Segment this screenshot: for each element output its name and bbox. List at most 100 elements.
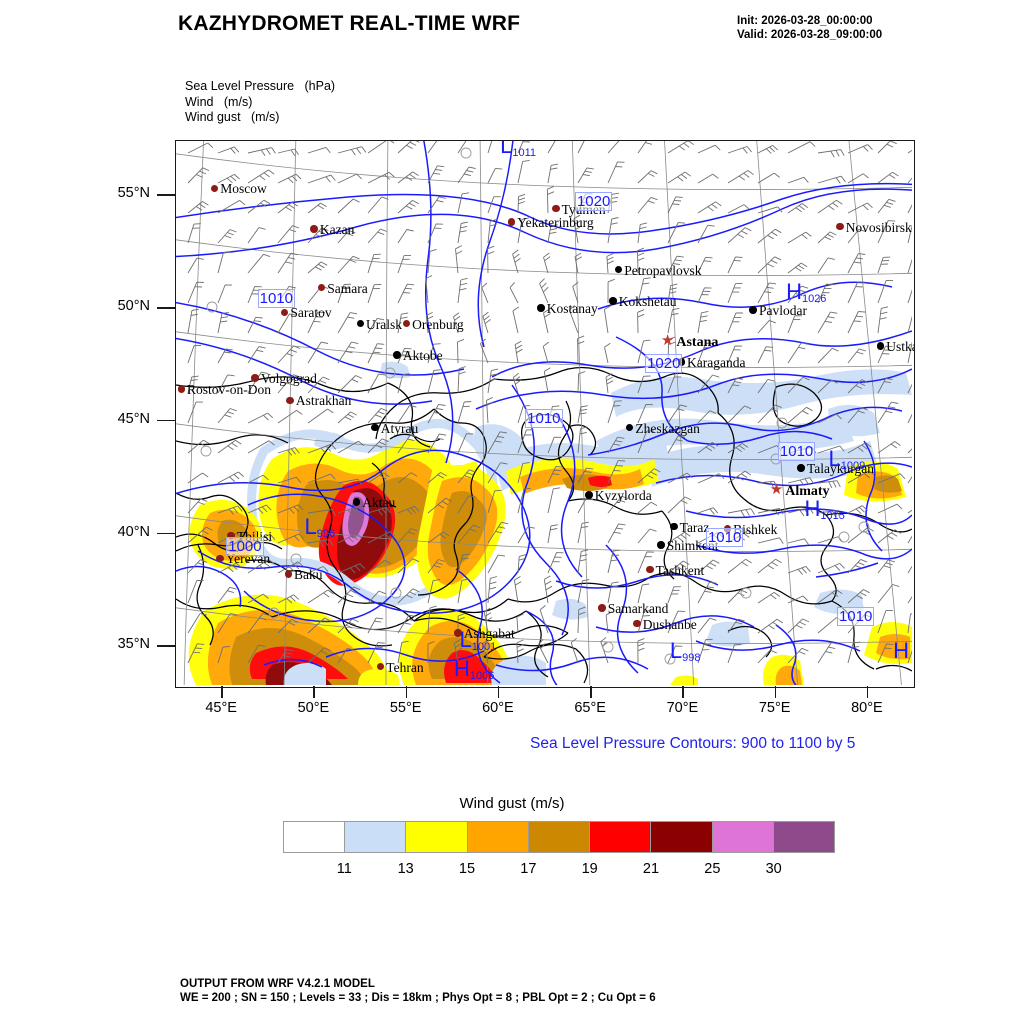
wind-barb xyxy=(517,462,530,484)
wind-barb xyxy=(487,554,506,574)
city-dot-marker xyxy=(537,304,545,312)
wind-barb xyxy=(367,343,385,364)
wind-barb xyxy=(277,648,294,664)
wind-barb xyxy=(787,507,814,517)
city-label-aktobe: Aktobe xyxy=(393,348,443,363)
wind-barb xyxy=(427,531,450,544)
wind-barb xyxy=(457,495,476,514)
wind-barb xyxy=(307,227,329,244)
wind-barb xyxy=(637,501,658,514)
wind-barb xyxy=(247,169,275,184)
wind-barb xyxy=(727,204,750,214)
city-dot-marker xyxy=(352,498,361,506)
colorbar-tick: 30 xyxy=(765,861,782,877)
wind-barb xyxy=(247,593,269,604)
wind-barb xyxy=(907,289,912,304)
wind-barb xyxy=(727,405,752,424)
wind-barb xyxy=(457,578,469,604)
contour-caption: Sea Level Pressure Contours: 900 to 1100… xyxy=(530,735,856,752)
wind-barb xyxy=(217,586,237,604)
wind-barb xyxy=(817,562,845,574)
wind-barb xyxy=(187,643,205,664)
wind-barb xyxy=(547,436,562,454)
wind-barb xyxy=(727,312,743,334)
wind-barb xyxy=(817,379,838,394)
wind-barb xyxy=(757,256,782,274)
city-name: Novosibirsk xyxy=(845,219,912,235)
city-label-tehran: Tehran xyxy=(376,660,424,675)
wind-barb xyxy=(277,148,299,156)
wind-barb xyxy=(637,339,651,364)
wind-barb xyxy=(487,141,493,154)
wind-barb xyxy=(637,247,645,274)
lon-tick-label: 60°E xyxy=(482,700,514,716)
wind-barb xyxy=(307,174,336,184)
wind-barb xyxy=(367,642,385,664)
lat-tick-mark xyxy=(157,194,175,196)
wind-barb xyxy=(427,472,447,484)
wind-barb xyxy=(727,345,743,364)
lon-tick-label: 55°E xyxy=(389,700,422,716)
city-label-kyzylorda: Kyzylorda xyxy=(585,488,652,503)
colorbar-tick: 19 xyxy=(581,861,598,877)
lon-tick-label: 65°E xyxy=(574,700,606,716)
wind-barb xyxy=(577,371,586,394)
colorbar-swatch-5 xyxy=(590,822,652,852)
wind-barb xyxy=(727,470,752,484)
city-dot-marker xyxy=(356,319,364,328)
wind-barb xyxy=(607,460,626,484)
wind-barb xyxy=(247,644,266,664)
wind-barb xyxy=(607,161,625,184)
wind-barb xyxy=(606,253,614,274)
wind-barb xyxy=(307,617,332,634)
wind-barb xyxy=(516,613,524,634)
wind-barb xyxy=(757,592,781,604)
wind-barb xyxy=(457,141,467,154)
wind-barb xyxy=(547,487,561,514)
wind-barb xyxy=(817,480,841,489)
wind-barb xyxy=(604,342,611,364)
wind-barb xyxy=(697,442,719,454)
wind-barb xyxy=(187,401,203,424)
wind-barb xyxy=(277,618,299,634)
city-dot-marker xyxy=(670,522,678,531)
isobar-value-label: 1000 xyxy=(226,537,264,557)
wind-barb xyxy=(877,503,903,514)
lon-tick-mark xyxy=(313,686,315,698)
wind-barb xyxy=(547,224,558,244)
lat-tick-mark xyxy=(157,306,175,309)
wind-barb xyxy=(337,648,354,664)
wind-barb xyxy=(367,373,386,394)
wind-barb xyxy=(697,617,717,634)
wind-barb xyxy=(877,220,896,244)
wind-barb xyxy=(217,311,229,334)
wind-barb xyxy=(457,221,468,244)
wind-barb xyxy=(907,149,912,154)
city-label-kazan: Kazan xyxy=(310,222,354,237)
city-name: Orenburg xyxy=(412,316,464,332)
wind-barb xyxy=(247,316,263,334)
lon-tick-label: 50°E xyxy=(297,700,330,716)
wind-barb xyxy=(817,231,837,244)
country-borders xyxy=(176,366,912,684)
wind-barb xyxy=(577,167,594,184)
city-label-kokshetau: Kokshetau xyxy=(609,294,677,309)
city-name: Petropavlovsk xyxy=(624,262,702,278)
wind-barb xyxy=(277,313,297,334)
city-dot-marker xyxy=(310,225,318,233)
wind-barb xyxy=(697,256,713,274)
weather-map[interactable]: MoscowKazanTyumenYekaterinburgNovosibirs… xyxy=(175,140,915,688)
city-label-karaganda: Karaganda xyxy=(677,355,745,370)
wind-barb xyxy=(817,199,843,214)
city-dot-marker xyxy=(371,423,379,432)
wind-barb xyxy=(697,287,712,304)
wind-barb xyxy=(817,283,834,304)
wind-barb xyxy=(637,528,657,544)
wind-barb xyxy=(397,405,417,424)
wind-barb xyxy=(697,310,709,334)
wind-barb xyxy=(907,649,912,664)
wind-barb xyxy=(568,305,579,334)
wind-barb xyxy=(517,554,527,574)
wind-barb xyxy=(817,175,846,184)
colorbar-swatch-2 xyxy=(406,822,468,852)
